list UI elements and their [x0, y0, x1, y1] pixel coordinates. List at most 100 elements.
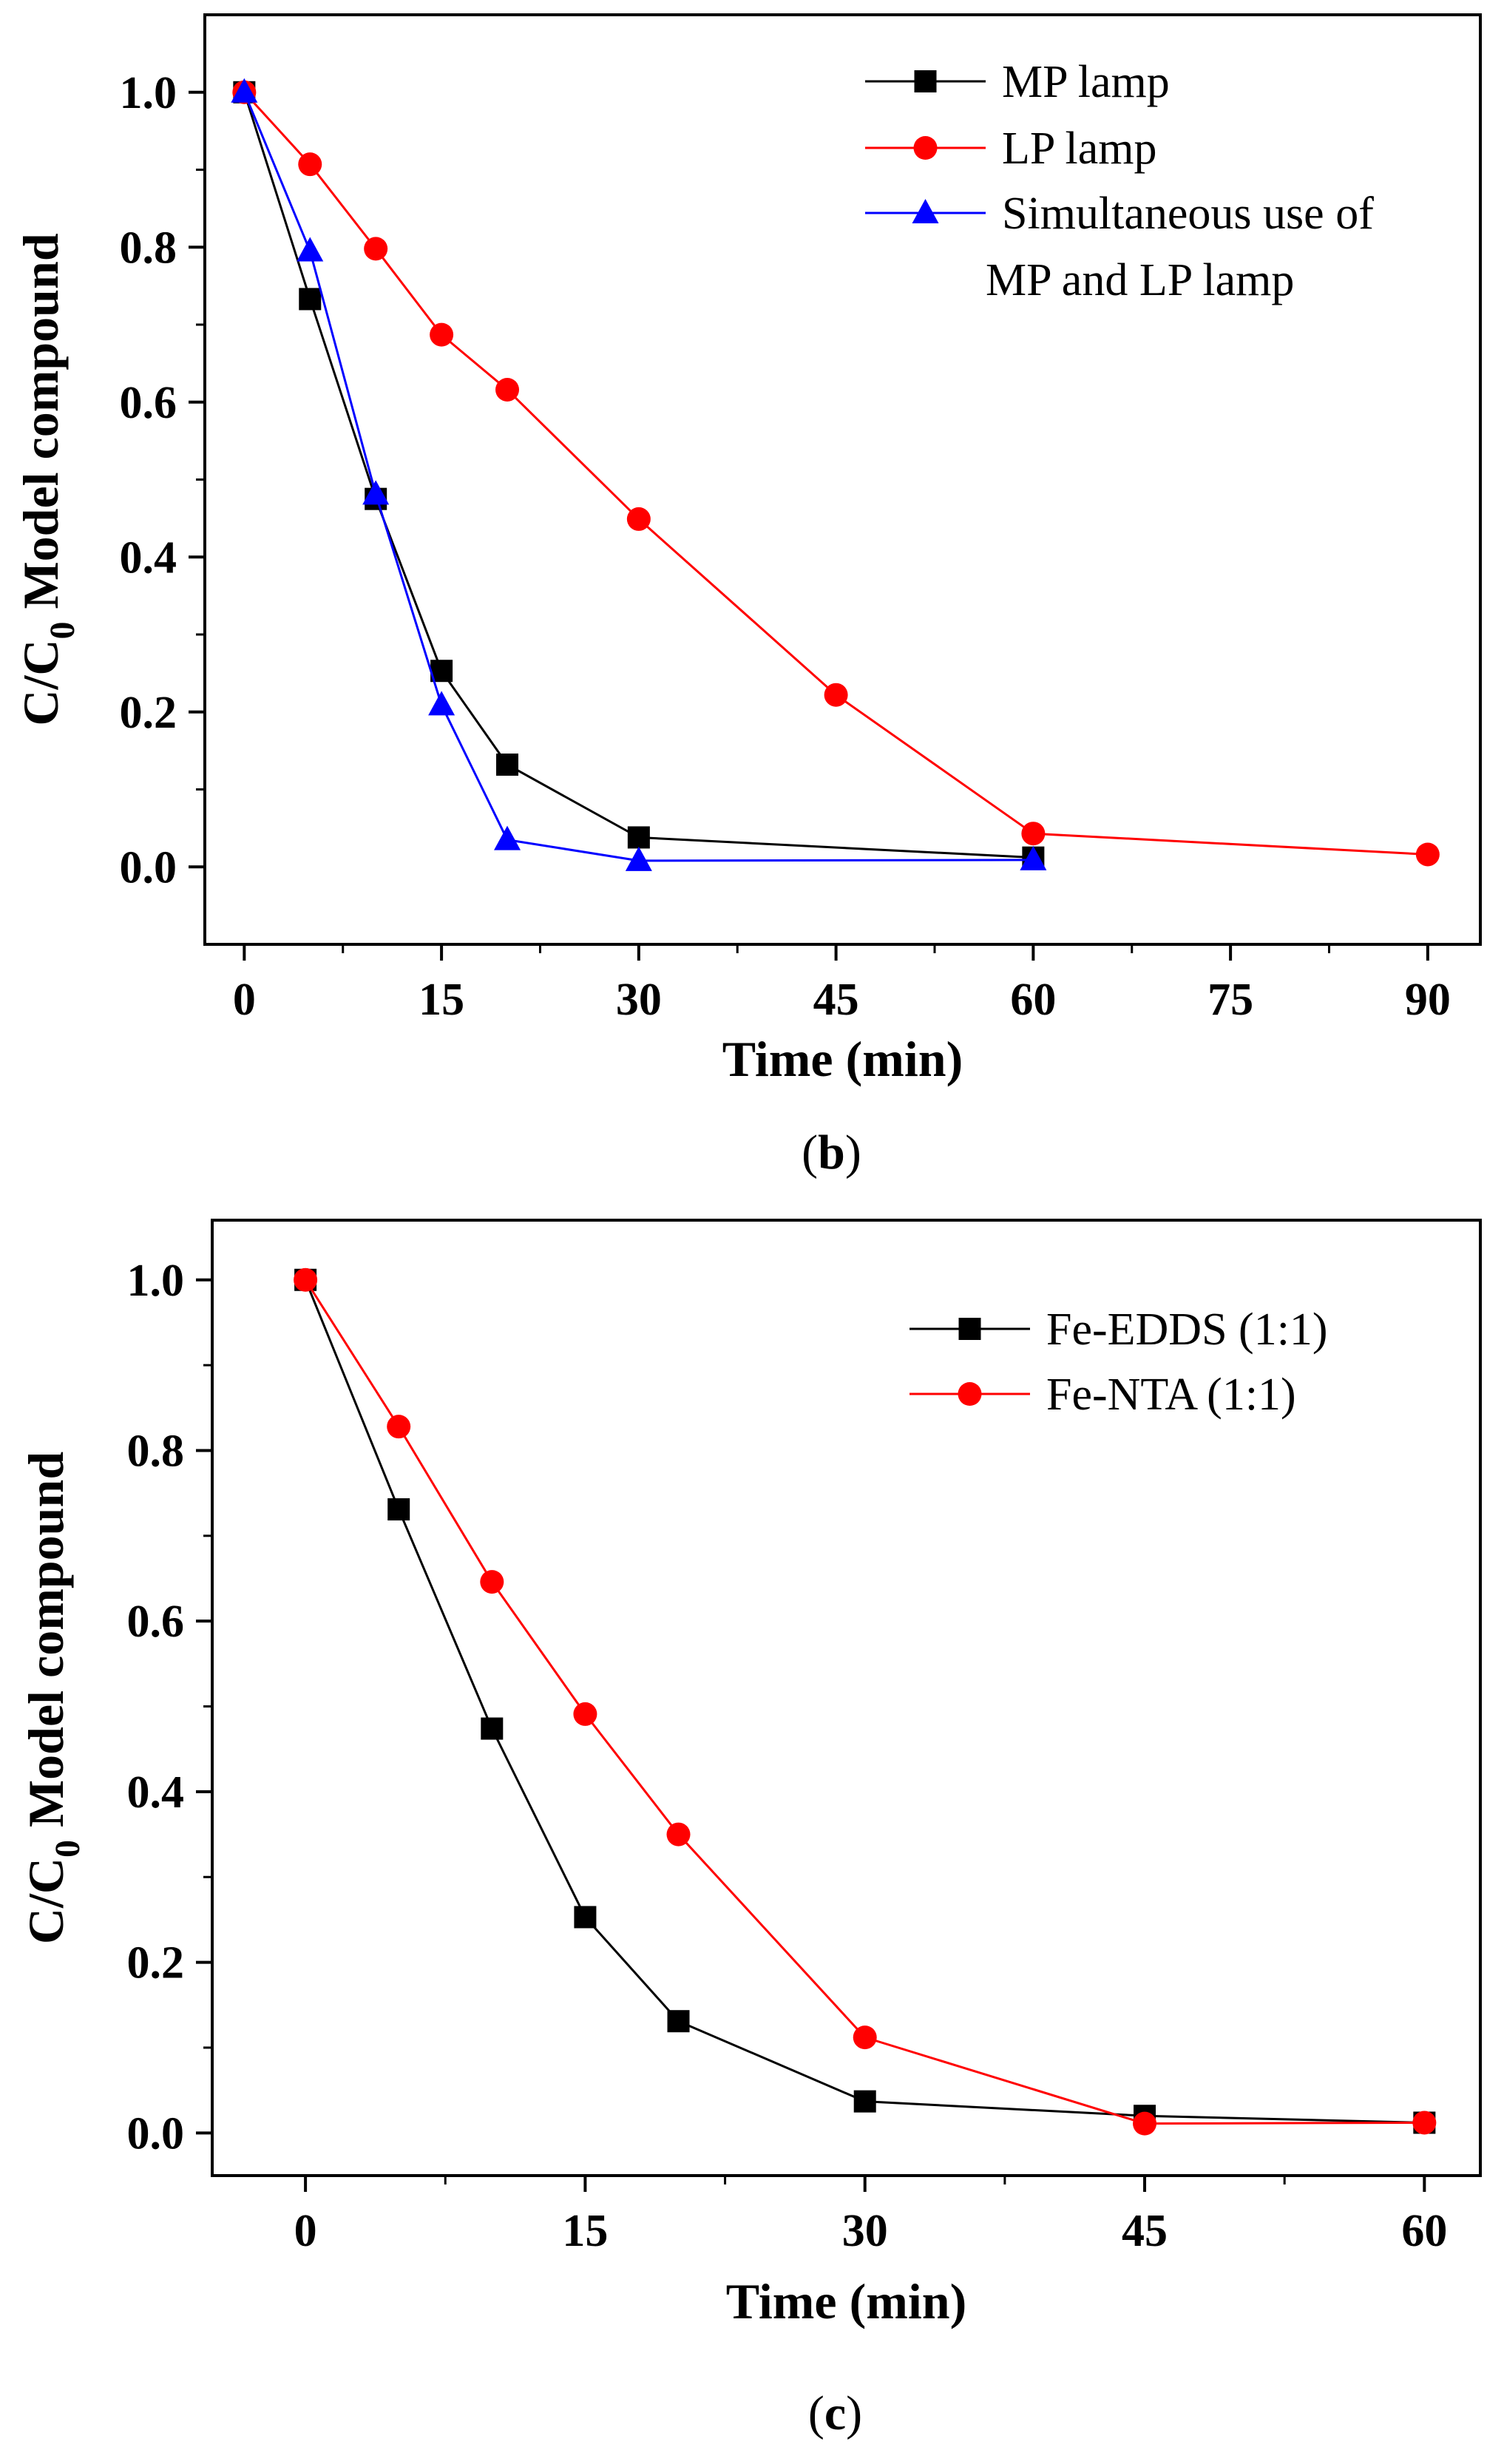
legend-swatch-marker: [913, 136, 938, 160]
y-tick-label: 0.6: [120, 378, 177, 428]
data-point: [573, 1702, 597, 1726]
y-tick-label: 0.6: [127, 1597, 185, 1647]
data-point: [625, 846, 652, 871]
y-tick-label: 0.0: [127, 2108, 185, 2159]
x-axis-label: Time (min): [722, 1031, 963, 1087]
data-point: [481, 1717, 504, 1740]
y-axis-label-subscript: 0: [48, 1840, 87, 1858]
series-line: [304, 1279, 1425, 2125]
x-tick-label: 90: [1405, 975, 1451, 1025]
x-tick-label: 45: [813, 975, 859, 1025]
data-point: [1021, 822, 1046, 846]
data-point: [387, 1498, 410, 1521]
x-tick-label: 0: [233, 975, 256, 1025]
y-tick-label: 1.0: [127, 1256, 185, 1306]
y-axis-label: C/C0 Model compound: [13, 233, 82, 725]
data-point: [667, 2010, 690, 2033]
legend-label: LP lamp: [1002, 123, 1157, 174]
series-lp-lamp: [232, 80, 1440, 867]
data-point: [1020, 845, 1047, 870]
plot-frame: [211, 1219, 1482, 2177]
panel-label-close: ): [845, 1126, 861, 1179]
data-point: [294, 1267, 318, 1292]
data-point: [824, 683, 848, 707]
x-tick-label: 45: [1122, 2206, 1168, 2256]
x-axis-label: Time (min): [726, 2273, 967, 2329]
data-point: [574, 1906, 597, 1929]
data-point: [364, 237, 388, 261]
x-tick-label: 60: [1010, 975, 1056, 1025]
data-point: [626, 507, 651, 531]
series-line: [243, 92, 1034, 862]
series-line: [304, 1279, 1425, 2124]
data-point: [496, 753, 519, 776]
y-tick-label: 0.4: [120, 532, 177, 583]
y-axis-label-rest: Model compound: [18, 1452, 74, 1840]
legend: MP lamp LP lamp Simultaneous use of MP and …: [865, 57, 1374, 305]
data-point: [494, 825, 521, 850]
data-point: [853, 2090, 876, 2113]
legend: Fe-EDDS (1:1) Fe-NTA (1:1): [909, 1304, 1328, 1420]
legend-item: LP lamp: [865, 123, 1157, 174]
legend-label: Simultaneous use of: [1002, 189, 1374, 239]
series-fe-nta-1-1-: [294, 1267, 1437, 2136]
data-point: [666, 1822, 691, 1847]
y-tick-label: 0.8: [120, 223, 177, 273]
data-point: [231, 78, 258, 103]
legend-swatch-marker: [912, 199, 939, 223]
panel-label-open: (: [808, 2386, 824, 2440]
data-point: [480, 1570, 504, 1594]
panel-label-open: (: [802, 1126, 818, 1179]
data-point: [853, 2025, 877, 2050]
panel-label: (b): [802, 1126, 861, 1179]
legend-swatch-marker: [958, 1318, 981, 1340]
legend-label: MP and LP lamp: [986, 255, 1294, 305]
panel-label-letter: b: [818, 1126, 845, 1179]
y-axis-label-main: C/C: [13, 640, 69, 726]
x-tick-label: 0: [294, 2206, 317, 2256]
x-tick-label: 30: [842, 2206, 888, 2256]
legend-label: MP lamp: [1002, 57, 1170, 107]
legend-item: Fe-EDDS (1:1): [909, 1304, 1328, 1355]
y-tick-label: 0.2: [127, 1938, 185, 1989]
chart-panel-c: 0 15 30 45 60 0.0 0.2 0.4 0.6 0.8 1.0 Time (min) C/C…: [18, 1219, 1482, 2440]
data-point: [387, 1415, 411, 1439]
legend-swatch-marker: [914, 70, 937, 92]
chart-panel-b: 0 15 30 45 60 75 90 0.0 0.2 0.4 0.6 0.8 1.0 Time (min…: [13, 13, 1482, 1179]
x-tick-label: 15: [419, 975, 464, 1025]
panel-label: (c): [808, 2386, 862, 2440]
data-point: [495, 377, 520, 402]
legend-swatch-marker: [958, 1382, 982, 1406]
legend-item: Simultaneous use of MP and LP lamp: [865, 189, 1374, 305]
legend-label: Fe-EDDS (1:1): [1046, 1304, 1328, 1355]
y-axis-label-subscript: 0: [43, 622, 82, 640]
series-line: [243, 92, 1034, 859]
y-tick-label: 0.2: [120, 688, 177, 738]
panel-label-letter: c: [824, 2386, 846, 2440]
y-axis-label: C/C0 Model compound: [18, 1452, 87, 1944]
series-simultaneous-use-of-mp-and-lp-lamp: [231, 78, 1047, 871]
data-point: [297, 237, 324, 262]
y-tick-label: 0.8: [127, 1426, 185, 1476]
legend-item: Fe-NTA (1:1): [909, 1370, 1296, 1420]
data-point: [627, 826, 650, 849]
y-axis-label-main: C/C: [18, 1858, 74, 1944]
x-tick-label: 60: [1401, 2206, 1447, 2256]
y-tick-label: 0.0: [120, 842, 177, 893]
data-point: [298, 152, 322, 177]
data-point: [299, 288, 322, 311]
y-axis-label-rest: Model compound: [13, 233, 69, 621]
y-tick-label: 0.4: [127, 1767, 185, 1818]
plot-frame: [203, 13, 1482, 946]
panel-label-close: ): [846, 2386, 862, 2440]
data-point: [1412, 2111, 1437, 2135]
data-point: [1133, 2111, 1157, 2136]
data-point: [1415, 842, 1440, 867]
y-tick-label: 1.0: [120, 68, 177, 118]
legend-item: MP lamp: [865, 57, 1170, 107]
data-point: [428, 691, 455, 716]
x-tick-label: 75: [1207, 975, 1253, 1025]
legend-label: Fe-NTA (1:1): [1046, 1370, 1296, 1420]
series-mp-lamp: [233, 81, 1045, 869]
